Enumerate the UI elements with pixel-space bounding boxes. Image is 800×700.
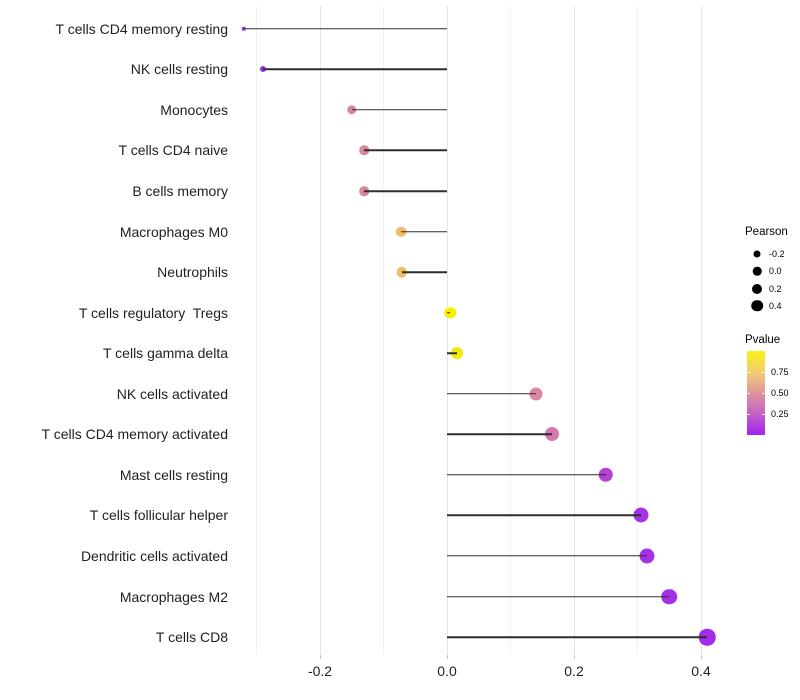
lollipop-dot: [450, 347, 463, 360]
y-axis-label: Macrophages M0: [119, 223, 228, 240]
legend-size-dot: [753, 250, 761, 258]
grid-major-line: [446, 6, 448, 655]
legend-size-label: 0.0: [769, 266, 782, 277]
pvalue-gradient-bar: [747, 351, 765, 435]
y-axis-label: Neutrophils: [157, 264, 228, 281]
lollipop-segment: [364, 149, 447, 152]
grid-major-line: [700, 6, 702, 655]
y-axis-label: B cells memory: [132, 183, 228, 199]
legend-pearson-title: Pearson: [745, 226, 788, 238]
y-axis-label: Monocytes: [160, 101, 228, 118]
lollipop-segment: [401, 271, 447, 273]
y-axis-label: T cells gamma delta: [102, 345, 228, 362]
lollipop-segment: [447, 311, 451, 314]
legend-pvalue-tick-mark: [747, 372, 750, 373]
lollipop-segment: [447, 555, 648, 557]
lollipop-segment: [447, 474, 606, 476]
lollipop-segment: [447, 393, 536, 395]
y-axis-label: T cells CD4 memory resting: [55, 20, 228, 37]
legend-pvalue-title: Pvalue: [745, 334, 781, 346]
y-axis-label: NK cells resting: [130, 61, 228, 78]
lollipop-dot: [639, 548, 655, 564]
lollipop-dot: [633, 507, 649, 523]
legend-pvalue-tick-mark: [747, 393, 750, 394]
lollipop-segment: [447, 595, 670, 598]
y-axis-label: NK cells activated: [116, 385, 228, 402]
legend-pvalue-tick-label: 0.25: [771, 409, 789, 419]
lollipop-dot: [544, 427, 559, 442]
legend-pvalue-tick-label: 0.75: [771, 367, 789, 377]
y-axis-label: Macrophages M2: [119, 588, 228, 605]
grid-major-line: [573, 6, 575, 655]
lollipop-segment: [364, 190, 447, 192]
lollipop-dot: [444, 306, 456, 319]
lollipop-segment: [401, 230, 447, 233]
lollipop-segment: [447, 352, 457, 354]
legend-size-dot: [752, 267, 762, 276]
x-axis-tick-label: 0.4: [691, 663, 711, 679]
y-axis-label: Dendritic cells activated: [80, 547, 228, 564]
grid-major-line: [319, 6, 321, 655]
x-axis-tick-label: 0.0: [437, 663, 457, 679]
y-axis-label: Mast cells resting: [119, 466, 228, 483]
legend-size-label: -0.2: [769, 249, 785, 259]
lollipop-dot: [699, 628, 716, 646]
lollipop-segment: [351, 109, 447, 111]
y-axis-label: T cells regulatory Tregs: [78, 304, 228, 321]
y-axis-label: T cells CD4 memory activated: [41, 426, 228, 443]
legend-pvalue-tick-mark: [762, 414, 765, 415]
lollipop-dot: [598, 467, 613, 483]
lollipop-segment: [447, 433, 552, 436]
legend-pvalue-tick-mark: [747, 414, 750, 415]
y-axis-label: T cells follicular helper: [89, 507, 228, 524]
lollipop-dot: [529, 387, 543, 401]
lollipop-segment: [262, 68, 447, 71]
legend-pvalue-tick-label: 0.50: [771, 388, 789, 398]
lollipop-segment: [447, 514, 641, 517]
legend-size-dot: [751, 300, 763, 312]
legend-size-label: 0.4: [769, 300, 782, 311]
x-axis-tick-mark: [319, 655, 321, 659]
lollipop-segment: [447, 636, 708, 638]
legend-pvalue-tick-mark: [762, 372, 765, 373]
y-axis-label: T cells CD4 naive: [118, 142, 228, 159]
legend-size-dot: [752, 283, 762, 294]
legend-size-label: 0.2: [769, 283, 782, 294]
lollipop-segment: [243, 28, 447, 30]
grid-minor-line: [637, 6, 638, 655]
grid-minor-line: [383, 6, 384, 655]
lollipop-dot: [661, 588, 677, 605]
y-axis-label: T cells CD8: [155, 629, 228, 646]
legend-pvalue-tick-mark: [762, 393, 765, 394]
x-axis-tick-label: -0.2: [307, 663, 333, 679]
grid-minor-line: [256, 6, 257, 655]
x-axis-tick-label: 0.2: [564, 663, 584, 679]
x-axis-tick-mark: [446, 655, 448, 659]
x-axis-tick-mark: [700, 655, 702, 659]
x-axis-tick-mark: [573, 655, 575, 659]
grid-minor-line: [510, 6, 511, 655]
